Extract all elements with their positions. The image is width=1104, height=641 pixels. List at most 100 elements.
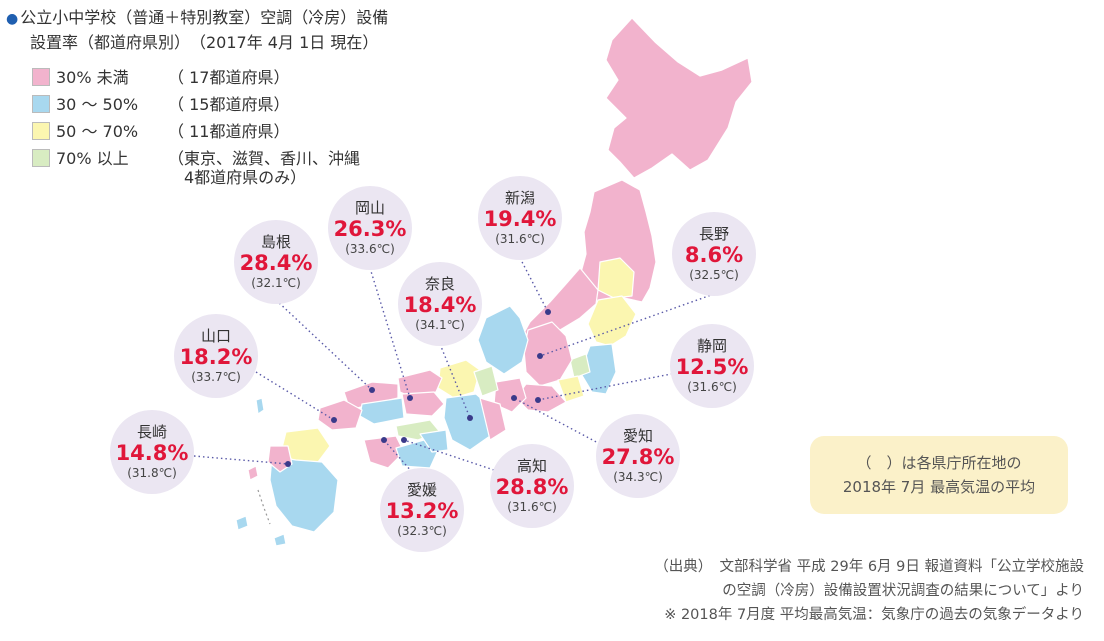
prefecture-name: 島根: [260, 233, 291, 251]
legend-item: 70% 以上 （東京、滋賀、香川、沖縄: [32, 145, 360, 172]
prefecture-temp: (34.1℃): [415, 318, 465, 332]
shikoku-ehime: [363, 435, 405, 469]
prefecture-temp: (31.8℃): [127, 466, 177, 480]
leader-line: [255, 371, 335, 421]
legend-range: 50 ～ 70%: [56, 122, 139, 141]
prefecture-name: 静岡: [696, 337, 727, 355]
legend-item: 30% 未満 （ 17都道府県）: [32, 64, 360, 91]
prefecture-temp: (31.6℃): [495, 232, 545, 246]
prefecture-temp: (31.6℃): [507, 500, 557, 514]
island-goto: [247, 465, 259, 481]
source-line3: ※ 2018年 7月度 平均最高気温：気象庁の過去の気象データより: [664, 607, 1084, 623]
prefecture-label-okayama: 岡山 26.3% (33.6℃): [328, 186, 412, 270]
prefecture-point: [537, 353, 543, 359]
island-amami: [235, 515, 249, 531]
prefecture-label-shizuoka: 静岡 12.5% (31.6℃): [670, 324, 754, 408]
prefecture-label-nagasaki: 長崎 14.8% (31.8℃): [110, 410, 194, 494]
prefecture-point: [467, 415, 473, 421]
legend-count: （ 15都道府県）: [168, 95, 290, 114]
prefecture-label-nara: 奈良 18.4% (34.1℃): [398, 262, 482, 346]
prefecture-label-nagano: 長野 8.6% (32.5℃): [672, 212, 756, 296]
title-bullet-icon: ●: [6, 11, 19, 27]
legend-range: 30% 未満: [56, 68, 129, 87]
title-line2: 設置率（都道府県別） （2017年 4月 1日 現在）: [30, 33, 379, 52]
leader-line: [369, 267, 411, 399]
chugoku-tottori: [397, 369, 443, 399]
leader-line: [539, 293, 715, 357]
map-title: ● 公立小中学校（普通＋特別教室）空調（冷房）設備 設置率（都道府県別） （201…: [6, 6, 388, 54]
prefecture-rate: 12.5%: [675, 355, 749, 379]
leader-line: [519, 257, 549, 313]
kanto-region: [587, 295, 637, 347]
prefecture-temp: (31.6℃): [687, 380, 737, 394]
prefecture-point: [401, 437, 407, 443]
legend-swatch-under30: [32, 68, 50, 86]
kinki-south-region: [443, 393, 493, 451]
prefecture-name: 山口: [200, 327, 231, 345]
chugoku-yamaguchi: [317, 399, 363, 431]
prefecture-label-ehime: 愛媛 13.2% (32.3℃): [380, 468, 464, 552]
island-chain-dotted: [257, 489, 271, 525]
prefecture-point: [545, 309, 551, 315]
island-tsushima: [255, 397, 265, 415]
tokyo-region: [569, 353, 591, 379]
island-yakushima: [273, 533, 287, 547]
kyushu-main: [269, 455, 339, 533]
leader-line: [513, 397, 601, 445]
prefecture-label-shimane: 島根 28.4% (32.1℃): [234, 220, 318, 304]
prefecture-name: 新潟: [504, 189, 535, 207]
prefecture-rate: 19.4%: [483, 207, 557, 231]
temperature-note: （ ）は各県庁所在地の 2018年 7月 最高気温の平均: [810, 436, 1068, 514]
prefecture-point: [407, 395, 413, 401]
kinki-north-region: [437, 359, 481, 399]
nagano-region: [523, 321, 573, 387]
prefecture-name: 愛知: [622, 427, 653, 445]
prefecture-point: [511, 395, 517, 401]
source-citation: （出典） 文部科学省 平成 29年 6月 9日 報道資料「公立学校施設 の空調（…: [654, 555, 1084, 627]
note-line2: 2018年 7月 最高気温の平均: [842, 478, 1036, 496]
legend-swatch-over70: [32, 149, 50, 167]
prefecture-name: 愛媛: [406, 481, 437, 499]
prefecture-rate: 14.8%: [115, 441, 189, 465]
prefecture-point: [369, 387, 375, 393]
prefecture-name: 奈良: [424, 275, 455, 293]
hokuriku-region: [477, 305, 529, 375]
prefecture-rate: 18.4%: [403, 293, 477, 317]
prefecture-rate: 28.4%: [239, 251, 313, 275]
note-line1: （ ）は各県庁所在地の: [856, 454, 1022, 472]
prefecture-temp: (32.1℃): [251, 276, 301, 290]
prefecture-name: 長野: [698, 225, 729, 243]
prefecture-name: 高知: [516, 457, 547, 475]
prefecture-label-aichi: 愛知 27.8% (34.3℃): [596, 414, 680, 498]
source-line2: の空調（冷房）設備設置状況調査の結果について」より: [722, 583, 1084, 599]
prefecture-rate: 26.3%: [333, 217, 407, 241]
legend: 30% 未満 （ 17都道府県） 30 ～ 50% （ 15都道府県） 50 ～…: [32, 64, 360, 188]
hokkaido-region: [605, 17, 753, 179]
prefecture-temp: (34.3℃): [613, 470, 663, 484]
prefecture-temp: (33.6℃): [345, 242, 395, 256]
legend-count: （ 11都道府県）: [168, 122, 290, 141]
prefecture-label-yamaguchi: 山口 18.2% (33.7℃): [174, 314, 258, 398]
prefecture-temp: (33.7℃): [191, 370, 241, 384]
prefecture-name: 長崎: [136, 423, 167, 441]
prefecture-rate: 27.8%: [601, 445, 675, 469]
source-line1: （出典） 文部科学省 平成 29年 6月 9日 報道資料「公立学校施設: [654, 559, 1084, 575]
shiga-region: [473, 365, 499, 397]
prefecture-label-kochi: 高知 28.8% (31.6℃): [490, 444, 574, 528]
prefecture-rate: 28.8%: [495, 475, 569, 499]
prefecture-rate: 18.2%: [179, 345, 253, 369]
prefecture-rate: 13.2%: [385, 499, 459, 523]
legend-swatch-50-70: [32, 122, 50, 140]
yamanashi-region: [557, 375, 585, 403]
legend-swatch-30-50: [32, 95, 50, 113]
prefecture-temp: (32.5℃): [689, 268, 739, 282]
prefecture-label-niigata: 新潟 19.4% (31.6℃): [478, 176, 562, 260]
shikoku-tokushima: [419, 429, 449, 453]
prefecture-point: [535, 397, 541, 403]
mie-region: [479, 397, 507, 441]
legend-count: （東京、滋賀、香川、沖縄: [168, 149, 361, 168]
prefecture-temp: (32.3℃): [397, 524, 447, 538]
legend-note: 4都道府県のみ）: [184, 168, 307, 187]
legend-range: 30 ～ 50%: [56, 95, 139, 114]
